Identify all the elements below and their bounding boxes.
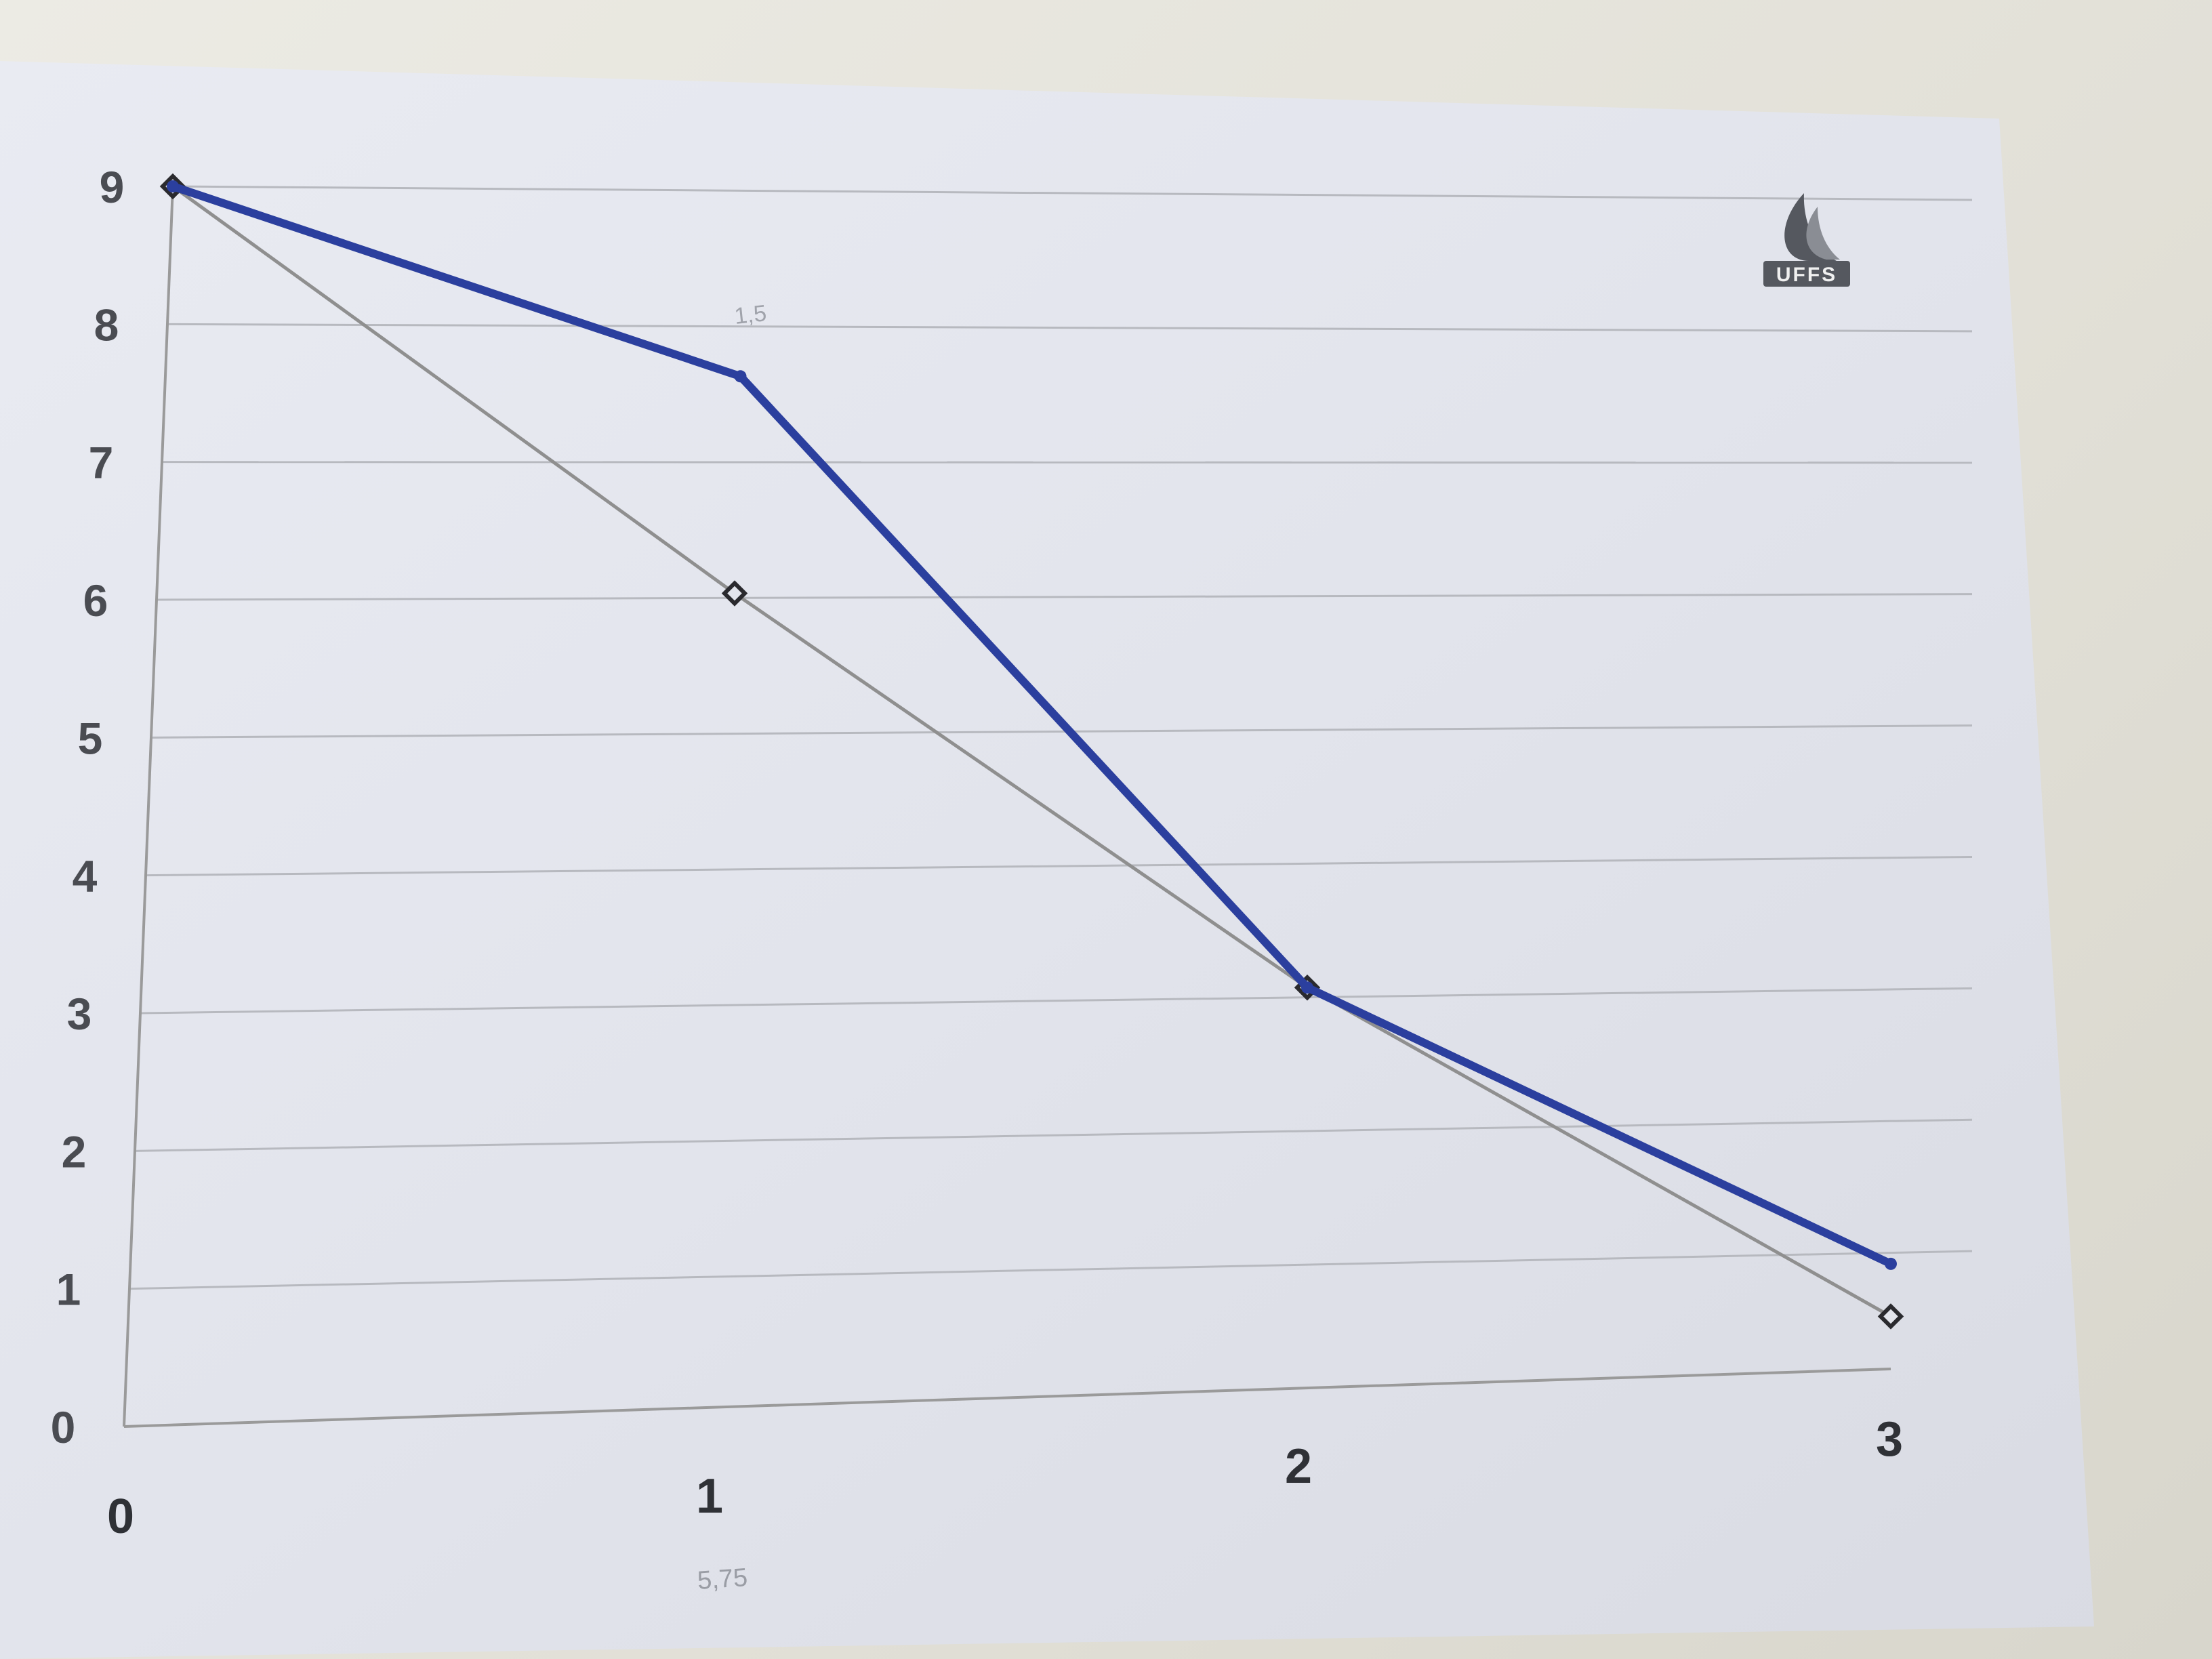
series-1-point-3 <box>1885 1257 1897 1270</box>
uffs-flame-logo-icon-inner <box>1806 207 1840 260</box>
series-0-point-3 <box>1877 1303 1904 1330</box>
grid-lines <box>129 185 1973 1290</box>
y-tick-label: 7 <box>89 438 114 488</box>
uffs-logo-text: UFFS <box>1776 264 1837 286</box>
grid-line-y-5 <box>150 724 1973 739</box>
grid-line-y-4 <box>145 855 1973 877</box>
y-tick-labels: 0 1 2 3 4 5 6 7 8 9 <box>51 162 125 1452</box>
series-1-point-2 <box>1301 981 1313 994</box>
y-tick-label: 6 <box>83 575 108 626</box>
series-1-point-1 <box>734 370 747 383</box>
grid-line-y-3 <box>140 987 1973 1015</box>
x-tick-labels: 0 1 2 3 <box>107 1412 1903 1544</box>
y-tick-label: 0 <box>51 1402 76 1452</box>
series-1-point-0 <box>167 180 179 192</box>
grid-line-y-2 <box>134 1118 1973 1152</box>
x-tick-label: 3 <box>1876 1412 1903 1467</box>
x-axis-line <box>123 1368 1891 1428</box>
y-tick-label: 2 <box>62 1126 87 1176</box>
series-0-point-1 <box>721 580 748 607</box>
annotation-5-75: 5,75 <box>697 1563 749 1595</box>
grid-line-y-7 <box>161 461 1973 464</box>
grid-line-y-6 <box>156 593 1973 601</box>
x-tick-label: 1 <box>696 1469 723 1523</box>
y-tick-label: 9 <box>100 162 125 212</box>
series-line-0 <box>171 184 1893 1318</box>
y-tick-label: 5 <box>78 713 103 763</box>
series-layer <box>159 173 1904 1330</box>
y-axis-line <box>123 186 174 1427</box>
uffs-logo: UFFS <box>1763 193 1850 287</box>
y-tick-label: 3 <box>67 989 92 1039</box>
annotation-1-5: 1,5 <box>733 300 768 329</box>
x-tick-label: 0 <box>107 1490 134 1544</box>
y-tick-label: 4 <box>73 851 98 901</box>
grid-line-y-1 <box>129 1250 1973 1290</box>
y-tick-label: 8 <box>94 300 119 350</box>
grid-line-y-8 <box>167 323 1973 333</box>
uffs-flame-logo-icon <box>1784 193 1837 261</box>
series-line-1 <box>169 182 1895 1268</box>
x-tick-label: 2 <box>1285 1439 1312 1494</box>
uffs-logo-plate <box>1763 261 1850 287</box>
y-tick-label: 1 <box>56 1265 81 1315</box>
grid-line-y-9 <box>172 185 1973 201</box>
